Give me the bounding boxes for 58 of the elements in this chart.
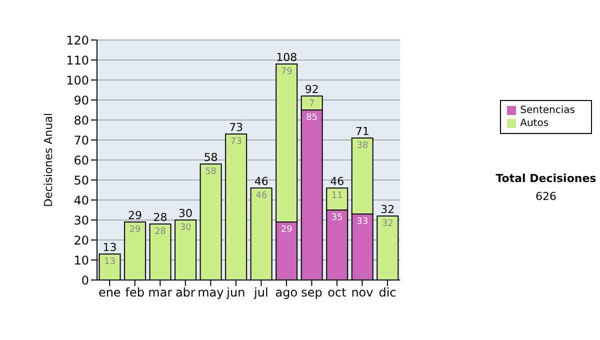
data-label: 13 bbox=[104, 257, 116, 267]
x-tick-label: abr bbox=[175, 286, 196, 300]
data-label: 29 bbox=[129, 225, 142, 235]
data-label: 11 bbox=[331, 191, 343, 201]
total-label: 108 bbox=[276, 51, 298, 64]
data-label: 30 bbox=[180, 223, 192, 233]
legend-label: Sentencias bbox=[520, 105, 575, 116]
data-label: 85 bbox=[306, 113, 318, 123]
data-label: 29 bbox=[280, 225, 293, 235]
total-label: 58 bbox=[204, 151, 218, 164]
y-axis-title: Decisiones Anual bbox=[42, 112, 55, 208]
total-label: 13 bbox=[102, 241, 117, 254]
text: 626 bbox=[534, 190, 558, 203]
y-tick-label: 0 bbox=[81, 273, 89, 288]
total-label: 28 bbox=[153, 211, 168, 224]
total-label: 32 bbox=[380, 203, 395, 216]
text: Total Decisiones bbox=[494, 172, 598, 185]
x-tick-label: mar bbox=[148, 286, 172, 300]
y-tick-label: 40 bbox=[74, 193, 89, 208]
legend-label: Autos bbox=[520, 118, 549, 129]
total-label: 29 bbox=[128, 209, 142, 222]
y-tick-label: 80 bbox=[74, 113, 89, 128]
total-label: 30 bbox=[178, 207, 193, 220]
y-tick-label: 110 bbox=[66, 53, 89, 68]
y-tick-label: 120 bbox=[66, 33, 89, 48]
x-tick-label: nov bbox=[351, 286, 374, 300]
total-label: 46 bbox=[254, 175, 268, 188]
x-tick-label: oct bbox=[328, 286, 347, 300]
data-label: 7 bbox=[308, 99, 315, 109]
x-tick-label: jul bbox=[253, 286, 268, 300]
y-tick-label: 90 bbox=[74, 93, 89, 108]
x-tick-label: ago bbox=[275, 286, 298, 300]
total-label: 92 bbox=[304, 83, 319, 96]
total-label: 71 bbox=[355, 125, 370, 138]
y-tick-label: 20 bbox=[74, 233, 89, 248]
x-tick-label: dic bbox=[378, 286, 396, 300]
x-tick-label: sep bbox=[301, 286, 322, 300]
x-tick-label: feb bbox=[125, 286, 145, 300]
data-label: 79 bbox=[280, 67, 293, 77]
total-label: 46 bbox=[330, 175, 344, 188]
y-tick-label: 100 bbox=[66, 73, 89, 88]
data-label: 38 bbox=[356, 141, 368, 151]
x-tick-label: may bbox=[198, 286, 224, 300]
data-label: 58 bbox=[205, 167, 217, 177]
x-tick-label: jun bbox=[226, 286, 246, 300]
y-tick-label: 10 bbox=[74, 253, 89, 268]
y-tick-label: 60 bbox=[74, 153, 89, 168]
data-label: 28 bbox=[154, 227, 166, 237]
data-label: 46 bbox=[256, 191, 268, 201]
y-tick-label: 70 bbox=[74, 133, 89, 148]
total-label: 73 bbox=[229, 121, 244, 134]
data-label: 33 bbox=[356, 217, 368, 227]
data-label: 35 bbox=[331, 213, 343, 223]
data-label: 32 bbox=[382, 219, 394, 229]
y-tick-label: 30 bbox=[74, 213, 89, 228]
y-tick-label: 50 bbox=[74, 173, 89, 188]
x-tick-label: ene bbox=[98, 286, 121, 300]
data-label: 73 bbox=[230, 137, 242, 147]
